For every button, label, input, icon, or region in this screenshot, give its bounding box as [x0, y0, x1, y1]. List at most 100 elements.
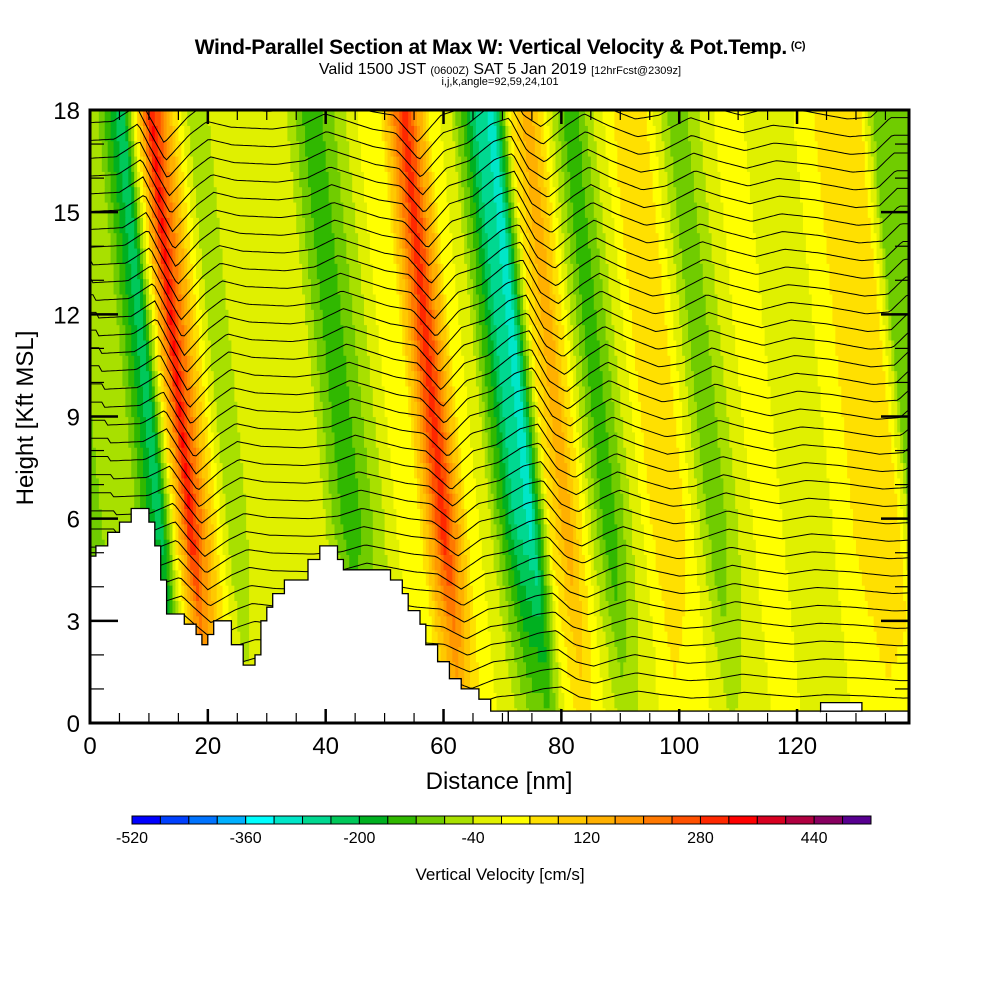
velocity-cell: [573, 508, 577, 525]
velocity-cell: [693, 677, 698, 693]
velocity-cell: [252, 615, 256, 632]
velocity-cell: [817, 477, 822, 494]
velocity-cell: [310, 447, 315, 464]
velocity-cell: [378, 539, 383, 556]
velocity-cell: [605, 539, 610, 556]
velocity-cell: [487, 585, 492, 601]
velocity-cell: [797, 692, 801, 709]
velocity-cell: [481, 615, 486, 632]
velocity-cell: [514, 493, 518, 510]
velocity-cell: [608, 600, 613, 617]
velocity-cell: [402, 523, 406, 540]
velocity-cell: [216, 554, 221, 571]
velocity-cell: [163, 508, 168, 525]
velocity-cell: [417, 493, 421, 510]
velocity-cell: [667, 661, 671, 678]
velocity-cell: [776, 508, 780, 525]
velocity-cell: [316, 493, 321, 510]
velocity-cell: [814, 677, 819, 693]
velocity-cell: [199, 569, 203, 586]
velocity-cell: [490, 677, 495, 693]
velocity-cell: [900, 523, 904, 540]
velocity-cell: [579, 631, 583, 647]
velocity-cell: [655, 523, 660, 540]
velocity-cell: [788, 646, 792, 663]
velocity-cell: [493, 615, 498, 632]
velocity-cell: [555, 661, 560, 678]
velocity-cell: [741, 615, 745, 632]
velocity-cell: [493, 523, 498, 540]
velocity-cell: [472, 677, 477, 693]
velocity-cell: [322, 493, 327, 510]
velocity-cell: [543, 615, 548, 632]
velocity-cell: [699, 493, 704, 510]
velocity-cell: [293, 569, 297, 586]
velocity-cell: [573, 677, 577, 693]
velocity-cell: [299, 462, 303, 479]
velocity-cell: [847, 585, 851, 601]
velocity-cell: [269, 554, 274, 571]
velocity-cell: [620, 523, 624, 540]
velocity-cell: [646, 692, 651, 709]
velocity-cell: [204, 631, 209, 647]
velocity-cell: [169, 508, 174, 525]
velocity-cell: [505, 661, 509, 678]
velocity-cell: [361, 462, 365, 479]
velocity-cell: [284, 462, 288, 479]
velocity-cell: [101, 462, 106, 479]
velocity-cell: [879, 585, 884, 601]
velocity-cell: [770, 508, 775, 525]
velocity-cell: [528, 692, 533, 709]
velocity-cell: [879, 554, 884, 571]
velocity-cell: [290, 462, 294, 479]
velocity-cell: [558, 569, 562, 586]
velocity-cell: [903, 508, 907, 525]
velocity-cell: [514, 677, 518, 693]
velocity-cell: [714, 523, 719, 540]
velocity-cell: [729, 600, 733, 617]
velocity-cell: [169, 600, 174, 617]
velocity-cell: [773, 585, 778, 601]
velocity-cell: [643, 554, 648, 571]
velocity-cell: [458, 631, 462, 647]
velocity-cell: [449, 493, 453, 510]
velocity-cell: [817, 539, 822, 556]
velocity-cell: [640, 447, 645, 464]
velocity-cell: [670, 631, 674, 647]
velocity-cell: [699, 677, 704, 693]
velocity-cell: [98, 447, 103, 464]
velocity-cell: [107, 493, 112, 510]
velocity-cell: [617, 615, 621, 632]
velocity-cell: [243, 462, 247, 479]
velocity-cell: [540, 615, 545, 632]
velocity-cell: [414, 569, 418, 586]
velocity-cell: [528, 585, 533, 601]
velocity-cell: [531, 477, 536, 494]
velocity-cell: [467, 462, 471, 479]
velocity-cell: [240, 631, 244, 647]
velocity-cell: [169, 569, 174, 586]
velocity-cell: [175, 462, 179, 479]
velocity-cell: [234, 631, 238, 647]
velocity-cell: [558, 692, 562, 709]
velocity-cell: [461, 539, 465, 556]
velocity-cell: [552, 539, 557, 556]
velocity-cell: [231, 508, 235, 525]
velocity-cell: [478, 646, 483, 663]
velocity-cell: [808, 646, 813, 663]
velocity-cell: [290, 477, 294, 494]
velocity-cell: [673, 631, 677, 647]
velocity-cell: [540, 646, 545, 663]
velocity-cell: [720, 447, 724, 464]
velocity-cell: [723, 569, 727, 586]
velocity-cell: [864, 493, 869, 510]
velocity-cell: [199, 585, 203, 601]
velocity-cell: [543, 447, 548, 464]
velocity-cell: [608, 585, 613, 601]
velocity-cell: [629, 692, 633, 709]
velocity-cell: [449, 447, 453, 464]
velocity-cell: [490, 631, 495, 647]
velocity-cell: [611, 569, 615, 586]
velocity-cell: [808, 661, 813, 678]
velocity-cell: [567, 692, 571, 709]
